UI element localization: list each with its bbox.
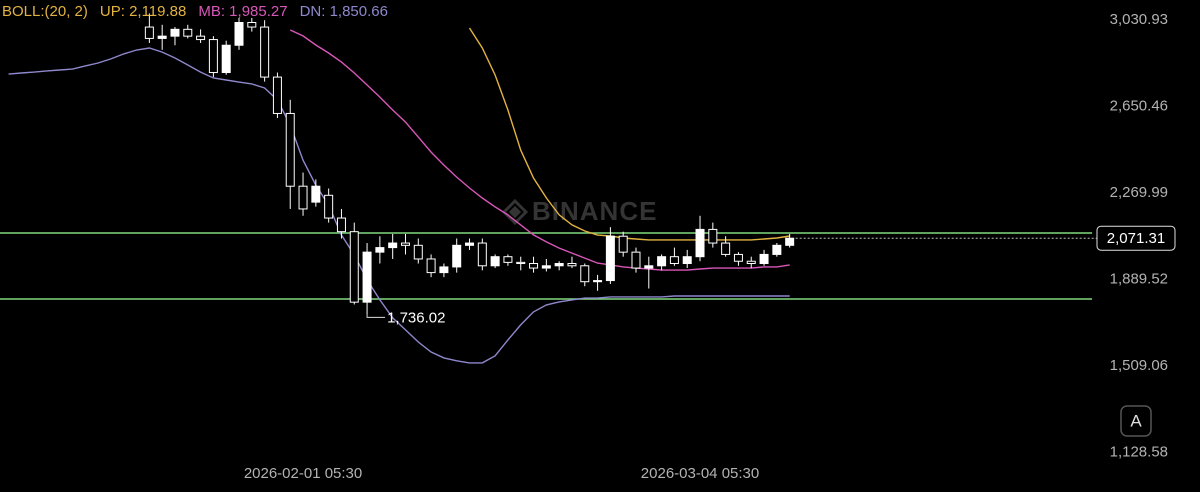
candle-body-up [465,242,475,246]
candle-body-down [580,265,590,283]
candle-body-down [669,256,679,265]
overlay: 3,030.93 2,650.46 2,269.99 1,889.52 1,509.06… [244,11,1176,482]
candle-body-down [298,185,308,210]
last-price-label: 2,071.31 [1107,230,1165,247]
candle-body-down [183,28,193,37]
legend-entry: UP: 2,119.88 [100,3,186,20]
candle-body-up [157,35,167,39]
candle-body-down [208,39,218,74]
candle-body-down [503,256,513,263]
candle-body-down [336,217,346,233]
candle-body-up [759,253,769,265]
auto-button[interactable]: A [1120,405,1152,437]
candle-body-up [452,244,462,268]
candle-body-down [247,22,257,28]
x-tick-label: 2026-02-01 05:30 [244,465,362,482]
legend-entry: MB: 1,985.27 [198,3,287,20]
candle-body-up [439,266,449,274]
candle-body-down [196,35,206,41]
candle-body-up [362,251,372,303]
y-tick-label: 1,509.06 [1110,357,1168,374]
candle-body-up [785,237,795,246]
plot-area [0,13,1092,364]
candle-body-up [682,256,692,265]
watermark-text: BINANCE [532,196,657,226]
candle-body-down [324,194,334,219]
indicator-label: BOLL:(20, 2) [2,3,88,20]
band-line [289,29,790,271]
candle-body-down [413,244,423,260]
candle-body-up [554,263,564,267]
candle-body-down [631,251,641,269]
y-tick-label: 1,128.58 [1110,444,1168,461]
auto-button-label[interactable]: A [1130,411,1142,430]
candle-body-down [567,263,577,267]
last-price-tag [1096,225,1176,251]
low-marker-label: 1,736.02 [387,309,445,326]
candle-body-up [772,244,782,255]
candle-body-up [644,265,654,269]
watermark: BINANCE [501,196,657,226]
candle-body-up [388,242,398,249]
candle-body-up [605,235,615,282]
candle-body-down [426,258,436,274]
candle-body-up [593,280,603,283]
candle-body-down [618,235,628,253]
y-tick-label: 2,650.46 [1110,97,1168,114]
y-tick-label: 1,889.52 [1110,271,1168,288]
candle-body-up [221,44,231,74]
legend: BOLL:(20, 2) UP: 2,119.88 MB: 1,985.27 DN: … [2,3,388,20]
band-line [8,47,790,364]
candle-body-down [272,76,282,114]
candle-body-up [170,28,180,37]
auto-button-frame[interactable] [1120,405,1152,437]
candle-body-down [708,228,718,244]
watermark-logo [501,198,529,226]
y-tick-label: 3,030.93 [1110,11,1168,28]
candle-body-down [285,112,295,187]
candle-body-up [695,228,705,258]
candle-body-down [477,242,487,267]
x-tick-label: 2026-03-04 05:30 [641,465,759,482]
candle-body-up [375,247,385,253]
low-marker-line [366,314,386,318]
candle-body-up [311,185,321,203]
candle-body-up [234,22,244,46]
candle-body-down [349,231,359,303]
candle-body-down [721,242,731,255]
candle-body-down [529,263,539,269]
candle-body-down [746,260,756,265]
candle-body-down [733,253,743,262]
candle-body-up [657,256,667,267]
band-line [468,27,790,241]
candle-body-up [490,256,500,267]
candle-body-up [541,265,551,269]
candle-body-down [260,26,270,78]
candle-body-down [516,261,526,265]
legend-entry: DN: 1,850.66 [300,3,388,20]
candle-body-down [144,26,154,39]
candle-body-down [400,242,410,246]
y-tick-label: 2,269.99 [1110,184,1168,201]
